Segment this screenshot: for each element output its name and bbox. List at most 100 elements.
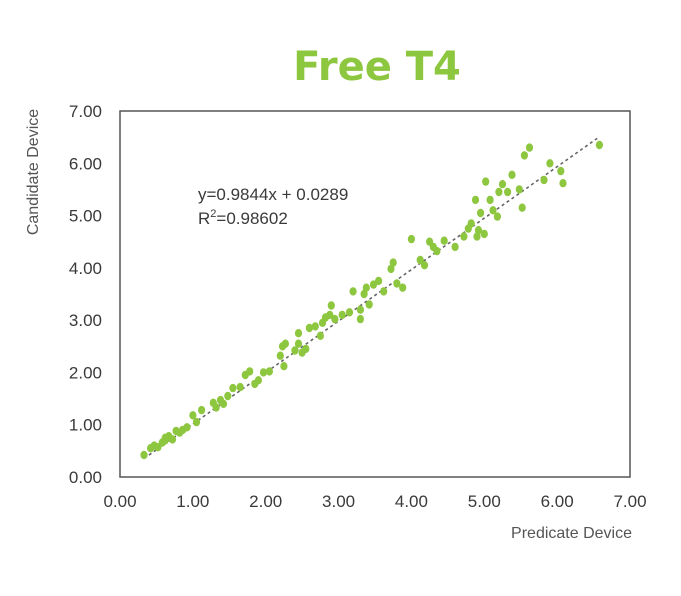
data-point <box>451 242 459 252</box>
r-squared-value: =0.98602 <box>216 209 287 228</box>
data-point <box>276 351 284 360</box>
data-point <box>327 301 335 310</box>
y-tick-label: 1.00 <box>69 416 102 435</box>
data-point <box>508 170 516 179</box>
data-point <box>349 287 357 296</box>
chart-title: Free T4 <box>293 44 461 90</box>
data-point <box>281 339 289 348</box>
data-point <box>365 300 373 309</box>
data-point <box>559 179 567 188</box>
data-point <box>393 279 401 288</box>
y-tick-label: 7.00 <box>69 102 102 121</box>
data-point <box>498 180 507 189</box>
x-tick-label: 5.00 <box>468 492 501 511</box>
data-point <box>467 219 475 228</box>
data-point <box>302 344 310 354</box>
data-point <box>224 391 232 401</box>
data-point <box>557 166 565 176</box>
data-point <box>280 362 288 371</box>
data-point <box>433 246 441 256</box>
data-point <box>520 151 529 160</box>
data-point <box>480 229 488 239</box>
data-point <box>212 403 220 412</box>
data-point <box>495 187 503 197</box>
data-point <box>316 331 324 340</box>
data-point <box>326 310 334 320</box>
data-point <box>305 323 313 333</box>
data-point <box>407 234 415 244</box>
y-tick-label: 0.00 <box>69 468 102 487</box>
y-tick-label: 6.00 <box>69 154 102 173</box>
points-layer <box>140 140 604 460</box>
data-point <box>482 177 490 186</box>
data-point <box>489 206 497 215</box>
data-point <box>291 346 299 355</box>
r-squared-sup: 2 <box>210 208 216 220</box>
x-axis-ticks: 0.00 1.00 2.00 3.00 4.00 5.00 6.00 7.00 <box>103 492 646 511</box>
data-point <box>254 376 262 385</box>
data-point <box>189 411 197 420</box>
data-point <box>515 185 523 194</box>
data-point <box>540 175 548 185</box>
data-point <box>460 232 468 241</box>
y-tick-label: 3.00 <box>69 311 102 330</box>
data-point <box>140 450 148 460</box>
r-squared-prefix: R <box>198 209 210 228</box>
data-point <box>294 329 303 338</box>
data-point <box>518 203 526 212</box>
data-point <box>399 283 407 292</box>
x-tick-label: 7.00 <box>613 492 646 511</box>
data-point <box>380 287 388 296</box>
y-tick-label: 5.00 <box>69 207 102 226</box>
data-point <box>440 236 448 245</box>
x-tick-label: 3.00 <box>322 492 355 511</box>
data-point <box>356 305 364 314</box>
y-axis-ticks: 0.00 1.00 2.00 3.00 4.00 5.00 6.00 7.00 <box>69 102 102 487</box>
data-point <box>471 195 480 205</box>
x-tick-label: 1.00 <box>176 492 209 511</box>
data-point <box>311 322 319 331</box>
data-point <box>161 433 169 442</box>
r-squared-label: R2=0.98602 <box>198 208 288 228</box>
data-point <box>525 143 534 152</box>
plot-area-frame <box>119 110 631 478</box>
data-point <box>362 283 370 292</box>
data-point <box>504 187 512 197</box>
data-point <box>473 232 481 241</box>
data-point <box>294 339 303 348</box>
x-tick-label: 2.00 <box>249 492 282 511</box>
data-point <box>546 159 554 168</box>
data-point <box>198 405 206 415</box>
trendline-equation: y=0.9844x + 0.0289 <box>198 185 348 204</box>
data-point <box>331 314 339 324</box>
data-point <box>375 276 383 286</box>
data-point <box>356 314 364 324</box>
data-point <box>236 382 244 392</box>
data-point <box>259 368 268 377</box>
data-point <box>389 258 397 267</box>
x-axis-label: Predicate Device <box>511 525 632 542</box>
data-point <box>219 399 228 408</box>
data-point <box>345 308 354 317</box>
data-point <box>387 264 395 274</box>
data-point <box>360 289 368 299</box>
data-point <box>486 195 494 205</box>
data-point <box>338 310 346 320</box>
data-point <box>416 255 424 265</box>
x-tick-label: 0.00 <box>103 492 136 511</box>
data-point <box>493 212 501 221</box>
y-tick-label: 4.00 <box>69 259 102 278</box>
x-tick-label: 6.00 <box>541 492 574 511</box>
data-point <box>168 435 177 444</box>
data-point <box>474 226 483 235</box>
data-point <box>420 261 429 270</box>
data-point <box>192 417 201 427</box>
data-point <box>595 140 604 150</box>
data-point <box>246 367 254 376</box>
y-axis-label: Candidate Device <box>25 109 42 235</box>
data-point <box>265 367 273 376</box>
data-point <box>477 208 485 218</box>
y-tick-label: 2.00 <box>69 363 102 382</box>
x-tick-label: 4.00 <box>395 492 428 511</box>
